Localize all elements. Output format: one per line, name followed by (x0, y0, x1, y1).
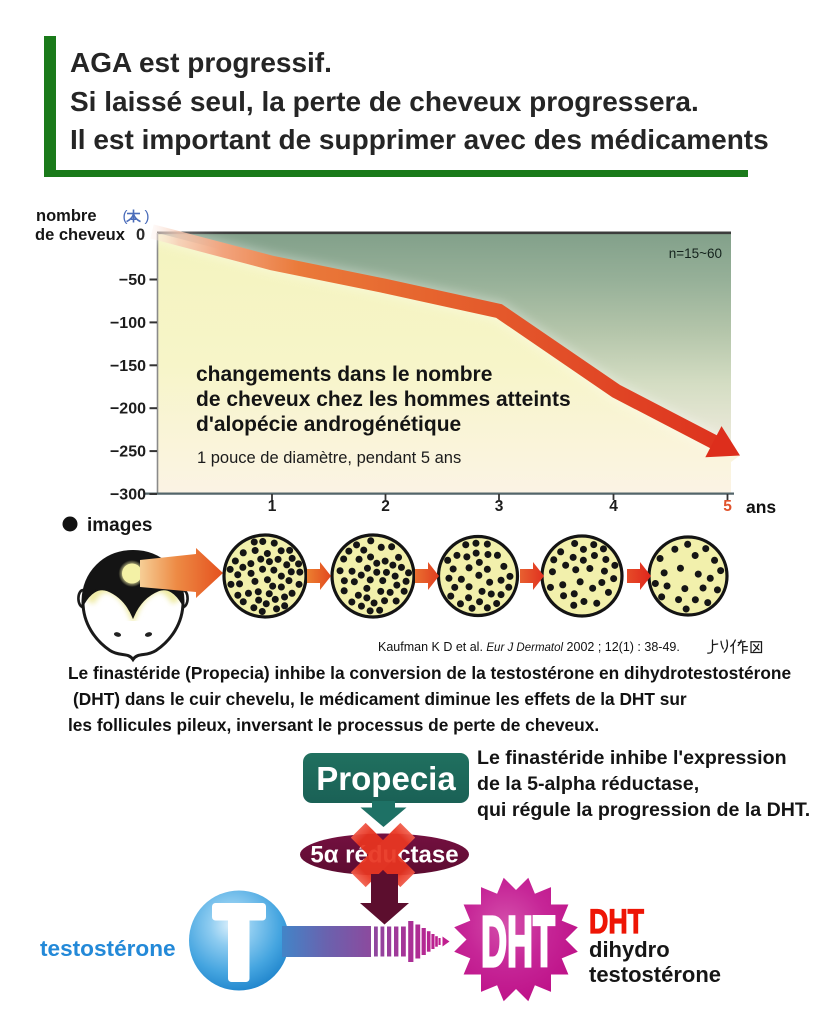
svg-text:de cheveux chez les hommes att: de cheveux chez les hommes atteints (196, 388, 571, 411)
svg-text:de la 5-alpha réductase,: de la 5-alpha réductase, (477, 773, 699, 795)
svg-text:0: 0 (136, 226, 145, 244)
svg-text:1: 1 (268, 498, 277, 515)
svg-text:Kaufman K D et al. Eur J Derma: Kaufman K D et al. Eur J Dermatol 2002 ;… (378, 640, 680, 654)
svg-text:(: ( (123, 208, 128, 225)
svg-text:dihydro: dihydro (589, 937, 670, 962)
svg-text:3: 3 (495, 498, 504, 515)
svg-text:−300: −300 (110, 487, 146, 504)
svg-text:−250: −250 (110, 444, 146, 461)
svg-text:−50: −50 (119, 272, 146, 289)
svg-text:testostérone: testostérone (589, 962, 721, 987)
svg-text:5: 5 (723, 498, 732, 515)
svg-text:de cheveux: de cheveux (35, 226, 126, 244)
svg-text:n=15~60: n=15~60 (669, 246, 722, 261)
svg-text:images: images (87, 515, 152, 536)
svg-text:d'alopécie androgénétique: d'alopécie androgénétique (196, 413, 461, 436)
svg-text:4: 4 (609, 498, 618, 515)
svg-text:DHT: DHT (589, 902, 644, 941)
svg-text:2: 2 (381, 498, 390, 515)
svg-text:Propecia: Propecia (316, 760, 456, 797)
svg-text:testostérone: testostérone (40, 936, 176, 961)
svg-text:): ) (145, 208, 150, 225)
svg-text:−150: −150 (110, 358, 146, 375)
svg-text:−200: −200 (110, 401, 146, 418)
svg-text:changements dans le nombre: changements dans le nombre (196, 363, 492, 386)
svg-text:−100: −100 (110, 315, 146, 332)
svg-text:1 pouce de diamètre, pendant 5: 1 pouce de diamètre, pendant 5 ans (197, 449, 461, 467)
svg-text:Le finastéride inhibe l'expres: Le finastéride inhibe l'expression (477, 747, 787, 769)
svg-text:DHT: DHT (481, 902, 555, 982)
svg-text:nombre: nombre (36, 207, 97, 225)
svg-text:ans: ans (746, 497, 776, 517)
svg-text:qui régule la progression de l: qui régule la progression de la DHT. (477, 799, 810, 821)
